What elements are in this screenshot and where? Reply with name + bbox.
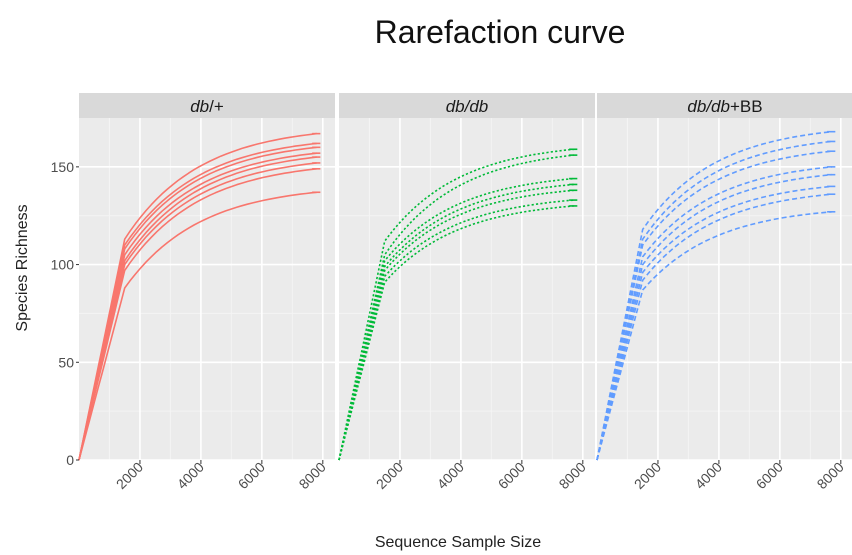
panel-background (597, 118, 852, 460)
series-line (338, 154, 574, 461)
x-tick-label: 2000 (373, 459, 406, 492)
series-line (596, 193, 832, 461)
series-line (338, 177, 574, 461)
series-line (338, 199, 574, 461)
series-line (596, 185, 832, 461)
strip-label-main: db/db (446, 97, 489, 116)
strip-background (597, 93, 852, 118)
x-axis-title: Sequence Sample Size (375, 534, 541, 551)
x-tick-label: 2000 (631, 459, 664, 492)
x-tick-label: 8000 (296, 459, 329, 492)
x-tick-label: 4000 (174, 459, 207, 492)
series-line (78, 191, 317, 461)
series-line (78, 162, 317, 461)
x-tick-label: 8000 (556, 459, 589, 492)
x-tick-label: 2000 (113, 459, 146, 492)
x-tick-label: 4000 (434, 459, 467, 492)
strip-label-suffix: +BB (730, 97, 763, 116)
x-tick-label: 6000 (235, 459, 268, 492)
panel-background (339, 118, 595, 460)
series-line (78, 132, 317, 461)
x-tick-label: 6000 (753, 459, 786, 492)
strip-label: db/db (446, 97, 489, 116)
series-line (78, 152, 317, 461)
series-line (338, 148, 574, 461)
chart-title: Rarefaction curve (374, 14, 626, 50)
panel-1 (78, 118, 335, 461)
panel-2 (338, 118, 595, 461)
strip-background (79, 93, 335, 118)
series-line (596, 211, 832, 461)
series-line (596, 166, 832, 461)
strip-label-main: db/db (687, 97, 730, 116)
y-tick-label: 50 (58, 354, 74, 370)
strip-label: db/+ (190, 97, 224, 116)
y-axis-title: Species Richness (14, 204, 31, 331)
strip-background (339, 93, 595, 118)
x-tick-label: 4000 (692, 459, 725, 492)
series-line (596, 130, 832, 461)
strip-label-suffix: /+ (209, 97, 224, 116)
strip-label-main: db (190, 97, 209, 116)
series-line (596, 140, 832, 461)
x-tick-label: 8000 (814, 459, 847, 492)
strip-label: db/db+BB (687, 97, 762, 116)
y-tick-label: 0 (66, 452, 74, 468)
panel-3 (596, 118, 852, 461)
y-tick-label: 150 (51, 159, 75, 175)
x-tick-label: 6000 (495, 459, 528, 492)
y-tick-label: 100 (51, 257, 75, 273)
series-line (78, 146, 317, 461)
series-line (78, 168, 317, 461)
series-line (596, 150, 832, 461)
